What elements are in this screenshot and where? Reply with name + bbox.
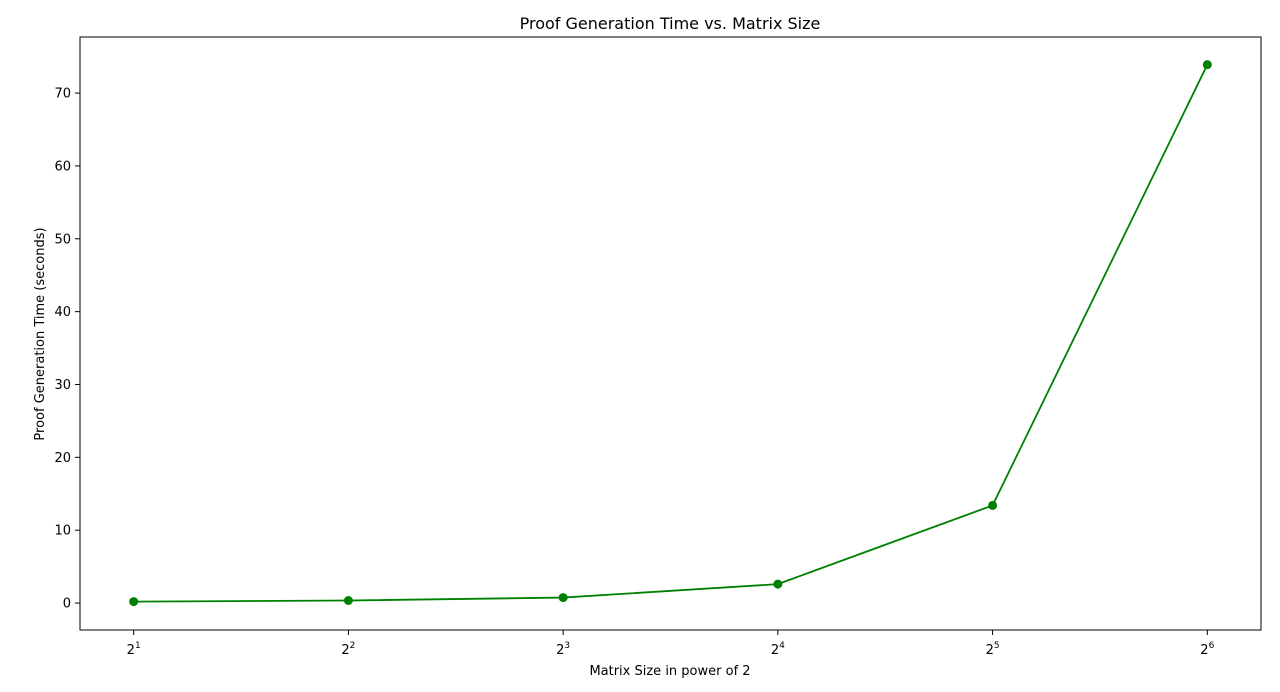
x-tick-label: 24 — [771, 641, 785, 658]
y-tick-label: 60 — [54, 159, 71, 174]
x-tick-exponent: 4 — [779, 641, 785, 651]
x-axis-ticks: 21 22 23 24 25 26 — [127, 630, 1215, 658]
x-tick-base: 2 — [986, 643, 994, 658]
data-point — [988, 500, 998, 510]
series-line — [133, 64, 1209, 603]
x-axis-label: Matrix Size in power of 2 — [589, 664, 750, 679]
data-point — [343, 595, 353, 605]
x-tick-base: 2 — [341, 643, 349, 658]
y-tick-label: 70 — [54, 87, 71, 102]
x-tick-label: 21 — [127, 641, 141, 658]
y-tick-label: 50 — [54, 232, 71, 247]
y-tick-label: 20 — [54, 451, 71, 466]
x-tick-exponent: 5 — [994, 641, 1000, 651]
x-tick-exponent: 6 — [1209, 641, 1215, 651]
x-tick-base: 2 — [771, 643, 779, 658]
data-point — [1202, 60, 1212, 70]
y-axis-ticks: 0 10 20 30 40 50 60 70 — [54, 87, 80, 612]
x-tick-base: 2 — [1200, 643, 1208, 658]
x-tick-exponent: 2 — [350, 641, 356, 651]
y-axis-label: Proof Generation Time (seconds) — [33, 227, 48, 440]
x-tick-base: 2 — [556, 643, 564, 658]
x-tick-label: 26 — [1200, 641, 1214, 658]
y-tick-label: 30 — [54, 378, 71, 393]
x-tick-label: 25 — [986, 641, 1000, 658]
x-tick-base: 2 — [127, 643, 135, 658]
x-tick-label: 22 — [341, 641, 355, 658]
data-point — [558, 593, 568, 603]
data-point — [773, 579, 783, 589]
x-tick-exponent: 3 — [564, 641, 570, 651]
x-tick-exponent: 1 — [135, 641, 141, 651]
y-tick-label: 0 — [63, 597, 71, 612]
x-tick-label: 23 — [556, 641, 570, 658]
chart-title: Proof Generation Time vs. Matrix Size — [520, 14, 821, 33]
y-tick-label: 10 — [54, 524, 71, 539]
plot-frame — [79, 36, 1262, 631]
data-point — [129, 597, 139, 607]
series-layer — [129, 60, 1212, 607]
y-tick-label: 40 — [54, 305, 71, 320]
